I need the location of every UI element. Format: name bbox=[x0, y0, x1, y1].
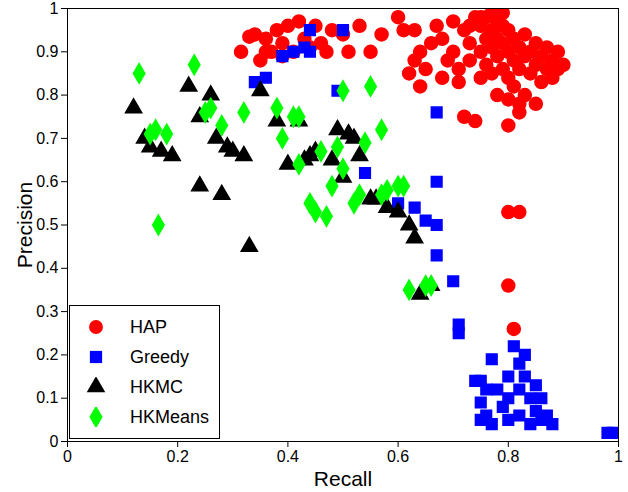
html-text:HKMeans: HKMeans bbox=[130, 407, 209, 427]
svg-text:Precision: Precision bbox=[13, 182, 36, 268]
html-text:HAP: HAP bbox=[130, 317, 167, 337]
svg-text:0.2: 0.2 bbox=[36, 346, 58, 363]
svg-text:0.8: 0.8 bbox=[497, 448, 519, 465]
html-text:HKMC: HKMC bbox=[130, 377, 183, 397]
svg-text:0.4: 0.4 bbox=[277, 448, 299, 465]
svg-text:0.6: 0.6 bbox=[387, 448, 409, 465]
html-text:Greedy: Greedy bbox=[130, 347, 189, 367]
svg-text:0.6: 0.6 bbox=[36, 173, 58, 190]
svg-text:0.5: 0.5 bbox=[36, 216, 58, 233]
svg-text:1: 1 bbox=[614, 448, 623, 465]
svg-text:0.2: 0.2 bbox=[167, 448, 189, 465]
svg-text:0.9: 0.9 bbox=[36, 43, 58, 60]
svg-text:0: 0 bbox=[63, 448, 72, 465]
svg-text:Recall: Recall bbox=[314, 467, 372, 490]
svg-text:0.3: 0.3 bbox=[36, 303, 58, 320]
svg-text:0.1: 0.1 bbox=[36, 389, 58, 406]
svg-text:0: 0 bbox=[50, 433, 59, 450]
svg-text:0.4: 0.4 bbox=[36, 259, 58, 276]
svg-text:0.8: 0.8 bbox=[36, 86, 58, 103]
svg-text:0.7: 0.7 bbox=[36, 130, 58, 147]
svg-text:1: 1 bbox=[50, 0, 59, 17]
